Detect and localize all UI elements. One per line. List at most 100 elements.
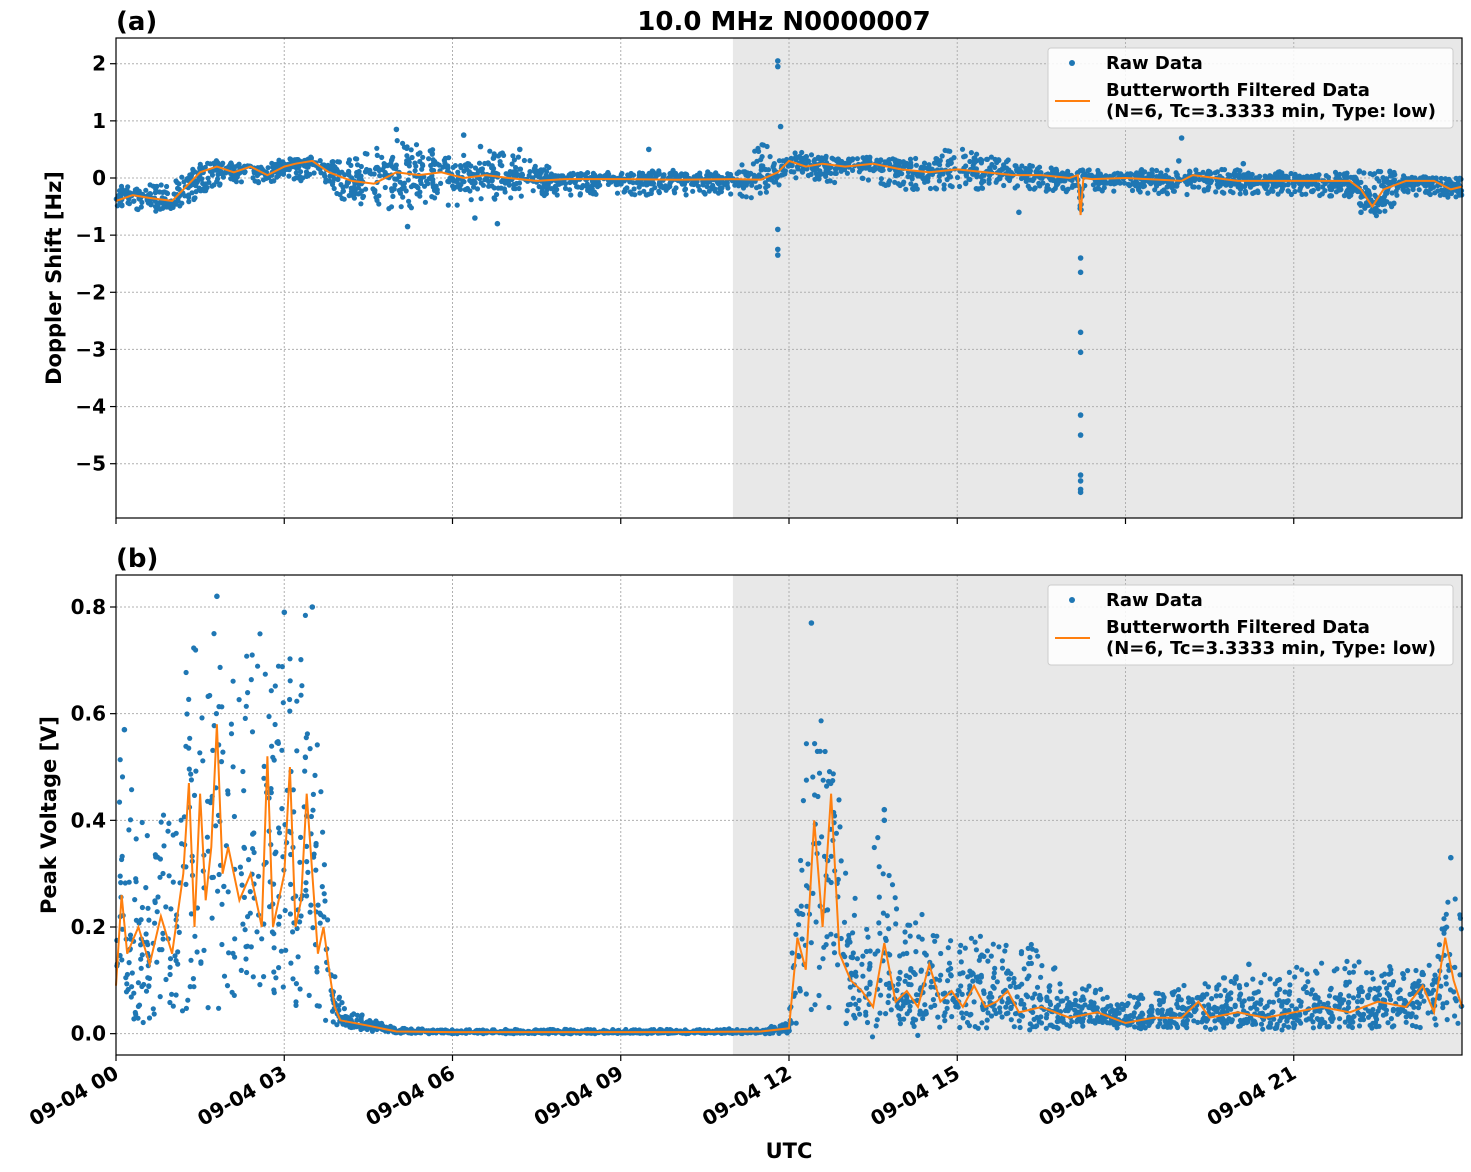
raw-data-point xyxy=(339,169,345,175)
raw-data-point xyxy=(1091,1000,1097,1006)
raw-data-point xyxy=(261,974,267,980)
y-tick-label: −2 xyxy=(75,280,106,304)
raw-data-point xyxy=(930,997,937,1003)
raw-data-point xyxy=(1336,187,1342,193)
raw-data-point xyxy=(406,159,412,165)
raw-data-point xyxy=(197,176,203,182)
raw-data-point xyxy=(279,806,285,812)
raw-data-point xyxy=(548,186,554,192)
raw-data-point xyxy=(812,741,818,747)
raw-data-point xyxy=(852,895,858,901)
raw-data-point xyxy=(932,938,938,944)
raw-data-point xyxy=(133,876,139,882)
raw-data-point xyxy=(268,688,274,694)
raw-data-point xyxy=(277,914,283,920)
raw-data-point xyxy=(667,179,674,186)
raw-data-point xyxy=(271,931,277,937)
raw-data-point xyxy=(1121,180,1127,186)
y-tick-label: 2 xyxy=(92,52,106,76)
raw-data-point xyxy=(683,192,689,198)
raw-data-point xyxy=(320,829,326,835)
raw-data-point xyxy=(932,185,938,191)
raw-data-point xyxy=(178,817,184,823)
raw-data-point xyxy=(1438,175,1444,182)
raw-outlier-point xyxy=(1077,478,1084,484)
raw-data-point xyxy=(820,777,826,783)
raw-data-point xyxy=(825,907,831,913)
raw-data-point xyxy=(882,935,889,942)
raw-data-point xyxy=(984,1017,990,1023)
raw-data-point xyxy=(878,992,884,998)
raw-data-point xyxy=(824,783,830,789)
raw-data-point xyxy=(925,175,931,181)
raw-data-point xyxy=(1221,190,1227,196)
raw-data-point xyxy=(1221,975,1228,981)
raw-data-point xyxy=(334,190,340,197)
raw-data-point xyxy=(625,172,631,178)
raw-data-point xyxy=(1367,171,1373,177)
raw-data-point xyxy=(1205,168,1212,174)
raw-data-point xyxy=(275,663,282,669)
raw-data-point xyxy=(245,690,251,696)
raw-data-point xyxy=(1148,1003,1154,1009)
raw-data-point xyxy=(1359,997,1365,1003)
raw-data-point xyxy=(829,155,835,161)
raw-data-point xyxy=(408,184,414,190)
raw-data-point xyxy=(871,844,877,851)
raw-data-point xyxy=(371,171,377,177)
raw-data-point xyxy=(750,161,757,167)
raw-data-point xyxy=(455,169,461,175)
raw-data-point xyxy=(150,1006,156,1012)
raw-data-point xyxy=(186,696,192,703)
raw-data-point xyxy=(280,700,286,706)
raw-data-point xyxy=(723,180,729,186)
raw-data-point xyxy=(1369,970,1375,976)
raw-data-point xyxy=(1314,1016,1320,1022)
raw-data-point xyxy=(243,956,249,962)
raw-data-point xyxy=(1098,986,1104,993)
raw-data-point xyxy=(1164,167,1170,173)
raw-data-point xyxy=(1055,177,1061,183)
raw-data-point xyxy=(460,178,466,184)
raw-data-point xyxy=(985,1010,991,1016)
raw-data-point xyxy=(1405,187,1411,193)
raw-data-point xyxy=(1334,173,1340,180)
raw-data-point xyxy=(1101,185,1107,191)
raw-data-point xyxy=(1243,190,1249,196)
raw-data-point xyxy=(999,958,1006,964)
raw-data-point xyxy=(293,981,299,987)
raw-data-point xyxy=(1305,979,1311,985)
raw-data-point xyxy=(1210,1006,1217,1012)
raw-data-point xyxy=(521,157,528,164)
raw-data-point xyxy=(893,906,900,912)
raw-data-point xyxy=(428,162,434,169)
raw-data-point xyxy=(992,164,998,170)
raw-data-point xyxy=(1079,1004,1085,1010)
raw-data-point xyxy=(948,938,954,944)
raw-data-point xyxy=(808,152,815,158)
raw-data-point xyxy=(847,1001,854,1008)
raw-data-point xyxy=(1032,185,1038,191)
raw-data-point xyxy=(568,192,574,198)
raw-data-point xyxy=(759,154,765,160)
raw-data-point xyxy=(832,179,838,186)
raw-data-point xyxy=(911,1023,917,1029)
raw-data-point xyxy=(796,954,802,960)
raw-data-point xyxy=(1444,1017,1450,1023)
raw-data-point xyxy=(187,984,193,990)
doppler-shift-panel: (a) Doppler Shift [Hz] 210−1−2−3−4−5 Raw… xyxy=(42,7,1465,524)
raw-data-point xyxy=(896,1005,902,1011)
raw-data-point xyxy=(254,929,260,935)
raw-data-point xyxy=(1043,188,1049,194)
raw-data-point xyxy=(928,984,934,990)
raw-data-point xyxy=(1391,201,1397,207)
raw-data-point xyxy=(220,174,226,180)
raw-data-point xyxy=(1317,1024,1323,1030)
raw-data-point xyxy=(200,180,206,187)
raw-data-point xyxy=(1090,182,1096,188)
raw-data-point xyxy=(238,179,244,185)
raw-data-point xyxy=(758,163,765,169)
raw-data-point xyxy=(118,183,125,189)
raw-data-point xyxy=(209,915,215,921)
